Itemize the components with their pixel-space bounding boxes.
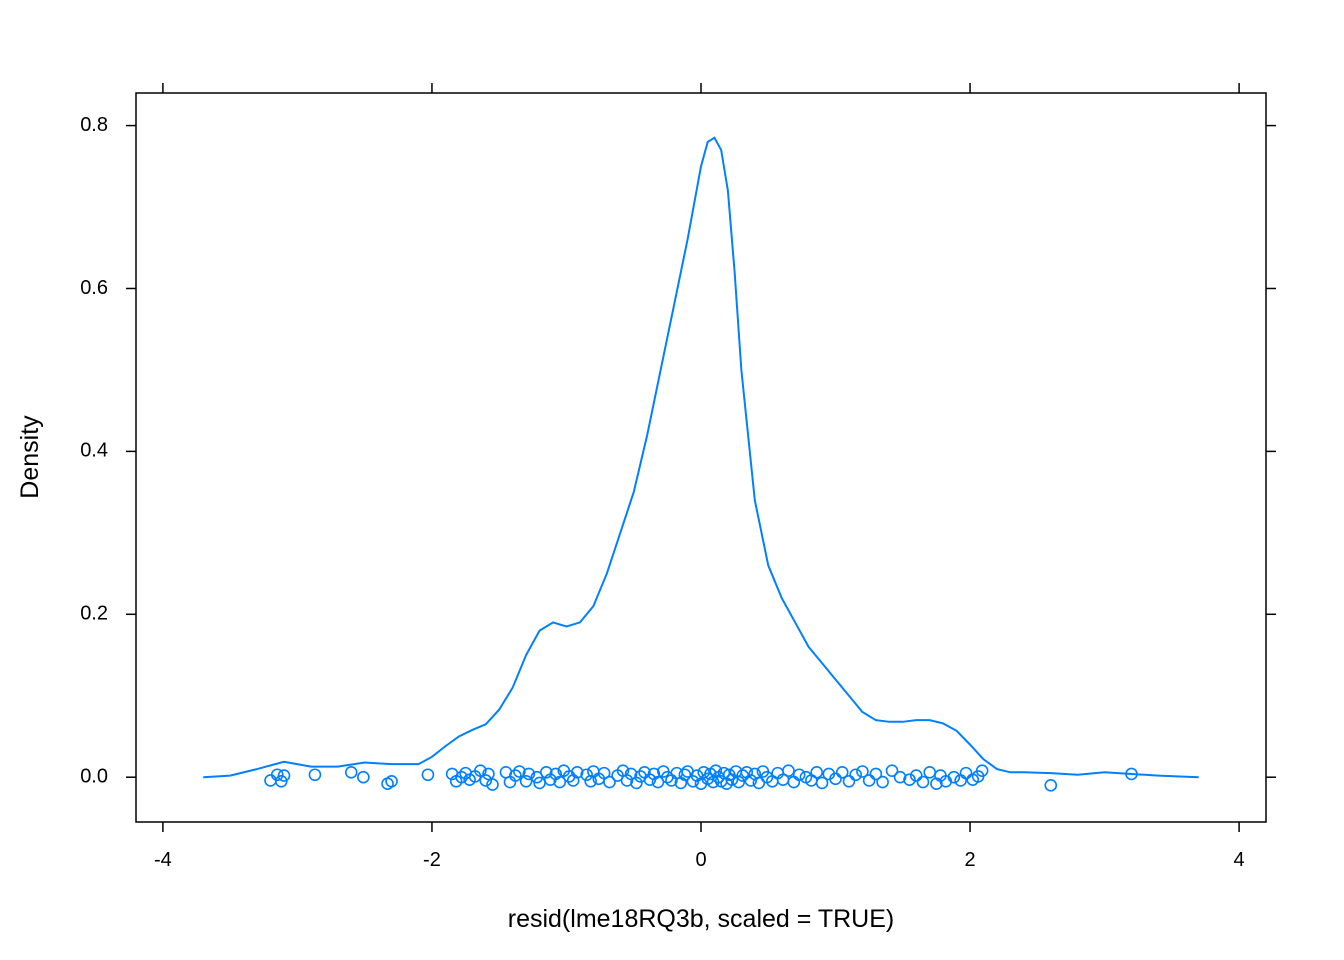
rug-point [954,774,967,787]
x-tick-label: 2 [964,849,975,871]
rug-point [709,764,723,777]
rug-point [787,775,801,789]
rug-point [479,774,493,787]
rug-point [1044,779,1058,792]
rug-point [959,766,973,780]
rug-point [630,776,643,790]
x-tick-label: 0 [695,849,706,871]
y-tick-label: 0.6 [80,277,108,299]
rug-point [539,766,553,779]
rug-point [513,765,526,778]
axis-tick-labels: -4 -2 0 2 4 0.0 0.2 0.4 0.6 0.8 [80,114,1244,871]
rug-point [856,765,869,778]
rug-point [522,767,536,781]
rug-point [782,764,795,777]
rug-point [570,766,584,779]
rug-point [829,772,842,786]
plot-frame [135,92,1267,823]
rug-point [947,770,961,784]
x-tick-label: -2 [423,849,441,871]
rug-point [975,764,989,777]
rug-point [903,773,916,786]
rug-point [810,766,823,779]
rug-point [909,769,923,782]
rug-point [455,770,468,784]
rug-point [486,778,499,791]
rug-point [849,768,863,782]
rug-point [385,774,398,788]
rug-point [678,768,692,782]
rug-points [264,764,1138,792]
rug-point [264,774,277,787]
rug-point [893,770,907,784]
rug-point [474,764,487,777]
rug-point [862,774,876,787]
rug-point [421,768,435,782]
rug-point [344,766,358,779]
rug-point [308,768,322,782]
rug-point [587,765,600,778]
rug-point [1125,767,1138,781]
rug-point [792,768,806,782]
rug-point [842,774,856,788]
rug-point [509,769,522,782]
rug-point [580,768,593,782]
rug-point [869,767,883,781]
rug-point [277,769,291,782]
y-tick-label: 0.2 [80,603,108,625]
y-tick-label: 0.4 [80,440,108,462]
rug-point [835,766,849,779]
rug-point [270,768,284,782]
rug-point [923,766,936,779]
density-curve [203,136,1199,779]
x-tick-label: 4 [1234,849,1245,871]
rug-point [482,767,495,781]
rug-point [916,775,930,789]
axis-ticks [126,83,1276,832]
rug-point [553,775,567,789]
y-tick-label: 0.8 [80,114,108,136]
rug-point [274,774,288,788]
rug-point [744,774,758,787]
rug-point [815,776,829,790]
rug-point [624,767,638,781]
rug-point [603,775,616,789]
rug-point [732,775,745,789]
x-tick-label: -4 [154,849,172,871]
y-axis-label: Density [16,415,44,499]
rug-point [597,766,611,780]
x-axis-label: resid(lme18RQ3b, scaled = TRUE) [508,905,895,933]
rug-point [519,774,533,788]
y-tick-label: 0.0 [80,765,108,787]
rug-point [876,775,889,789]
rug-point [620,774,634,787]
rug-point [697,766,710,779]
rug-point [357,770,370,784]
rug-point [885,764,899,777]
